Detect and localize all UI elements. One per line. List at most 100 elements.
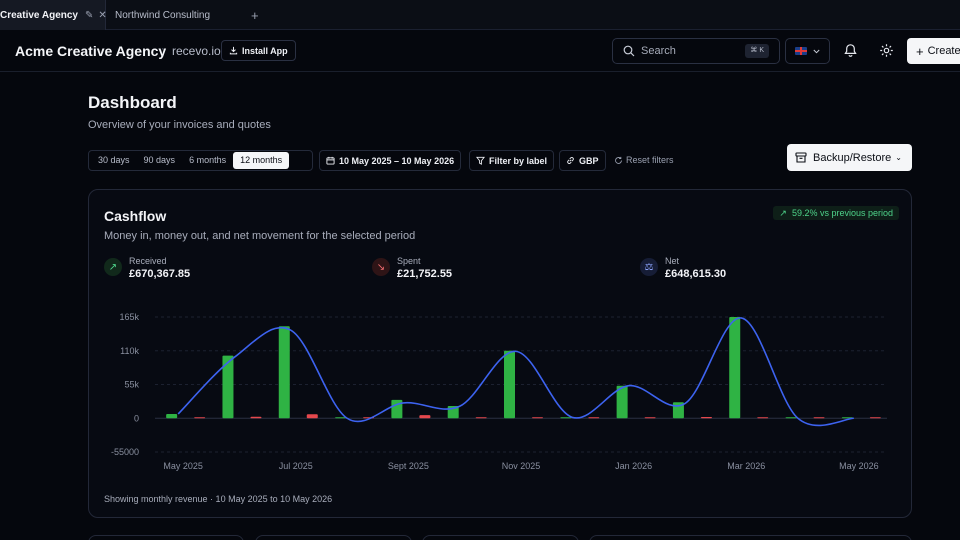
x-tick-label: May 2026 [839,461,879,471]
search-shortcut: ⌘ K [745,44,769,58]
received-bar [335,417,347,419]
create-label: Create [927,45,960,57]
cashflow-title: Cashflow [104,208,167,224]
install-app-button[interactable]: Install App [221,40,296,61]
spent-bar [757,417,769,419]
backup-restore-button[interactable]: Backup/Restore ⌄ [787,144,912,171]
search-input[interactable]: Search ⌘ K [612,38,780,64]
stat-card [422,535,579,540]
y-tick-label: -55000 [111,447,139,457]
x-tick-label: Nov 2025 [502,461,541,471]
net-label: Net [665,256,680,266]
period-12-months[interactable]: 12 months [233,152,290,169]
trend-label: 59.2% vs previous period [791,208,893,218]
received-bar [222,355,234,419]
x-tick-label: Jul 2025 [279,461,313,471]
spent-bar [700,417,712,419]
y-tick-label: 0 [134,413,139,423]
spent-bar [194,417,206,419]
page-title: Dashboard [88,93,177,112]
refresh-icon [615,156,622,164]
spent-bar [532,417,543,419]
app-header: Acme Creative Agency · recevo.io Install… [0,30,960,72]
chevron-down-icon: ⌄ [895,153,902,162]
y-tick-label: 55k [124,380,139,390]
currency-label: GBP [579,155,599,166]
plus-icon: + [916,43,924,59]
arrow-up-right-icon: ↗ [104,258,122,276]
tab-active-workspace[interactable]: Creative Agency ✎ ✕ [0,0,107,30]
filter-label: Filter by label [489,155,548,166]
received-bar [504,350,515,419]
scale-icon: ⚖ [640,258,658,276]
period-selector: 30 days 90 days 6 months 12 months [88,150,313,171]
spent-value: £21,752.55 [397,268,453,280]
spent-bar [644,417,656,419]
arrow-down-right-icon: ↘ [372,258,390,276]
stat-card [255,535,412,540]
archive-icon [795,152,807,163]
reset-filters-label: Reset filters [626,155,674,165]
received-bar [166,413,178,419]
spent-label: Spent [397,256,421,266]
received-bar [616,385,628,419]
received-value: £670,367.85 [129,268,191,280]
x-tick-label: Sept 2025 [388,461,429,471]
browser-tab-strip: Creative Agency ✎ ✕ Northwind Consulting… [0,0,960,30]
period-6-months[interactable]: 6 months [189,155,227,165]
x-tick-label: Jan 2026 [615,461,652,471]
install-app-label: Install App [242,45,288,56]
date-range-picker[interactable]: 10 May 2025 – 10 May 2026 [319,150,462,171]
currency-selector[interactable]: GBP [559,150,606,171]
arrow-up-right-icon: ↗ [779,207,787,218]
spent-bar [475,417,487,419]
spent-bar [869,417,881,419]
create-button[interactable]: + Create [907,38,960,64]
close-icon[interactable]: ✕ [98,9,107,21]
received-bar [729,317,741,419]
y-tick-label: 165k [119,312,139,322]
received-bar [560,417,572,419]
stat-card [88,535,244,540]
separator: · [161,43,165,55]
reset-filters-button[interactable]: Reset filters [614,155,674,165]
net-value: £648,615.30 [665,268,727,280]
stat-card [589,535,912,540]
spent-bar [588,417,600,419]
backup-restore-label: Backup/Restore [813,151,892,164]
page-subtitle: Overview of your invoices and quotes [88,119,271,131]
new-tab-button[interactable]: + [251,0,259,30]
cashflow-card: Cashflow Money in, money out, and net mo… [88,189,912,518]
link-icon [567,157,574,164]
x-tick-label: May 2025 [163,461,203,471]
received-bar [785,417,797,419]
company-name[interactable]: Acme Creative Agency [15,43,167,59]
cashflow-chart: 165k 110k 55k 0 -55000 May 2025 Jul 2025 Sept 2… [111,312,887,471]
plus-icon: + [251,7,259,23]
company-domain: recevo.io [172,44,221,58]
download-icon [229,46,238,55]
received-bar [841,417,853,419]
search-placeholder: Search [641,45,676,57]
received-label: Received [129,256,167,266]
gb-flag-icon [795,47,807,55]
trend-badge: ↗ 59.2% vs previous period [773,206,899,220]
gear-icon[interactable] [879,43,894,58]
x-tick-label: Mar 2026 [727,461,765,471]
period-30-days[interactable]: 30 days [98,155,130,165]
tab-workspace[interactable]: Northwind Consulting [115,0,210,30]
language-selector[interactable] [785,38,830,64]
date-range-label: 10 May 2025 – 10 May 2026 [339,155,455,166]
period-90-days[interactable]: 90 days [143,155,176,165]
net-line [177,317,854,427]
received-bar [278,326,290,419]
pencil-icon[interactable]: ✎ [85,9,94,21]
calendar-icon [326,156,335,165]
bell-icon[interactable] [843,43,858,58]
filter-icon [476,156,485,165]
spent-bar [419,415,431,419]
spent-bar [813,417,825,419]
search-icon [623,45,635,57]
filter-by-label-button[interactable]: Filter by label [469,150,555,171]
cashflow-description: Money in, money out, and net movement fo… [104,230,416,242]
